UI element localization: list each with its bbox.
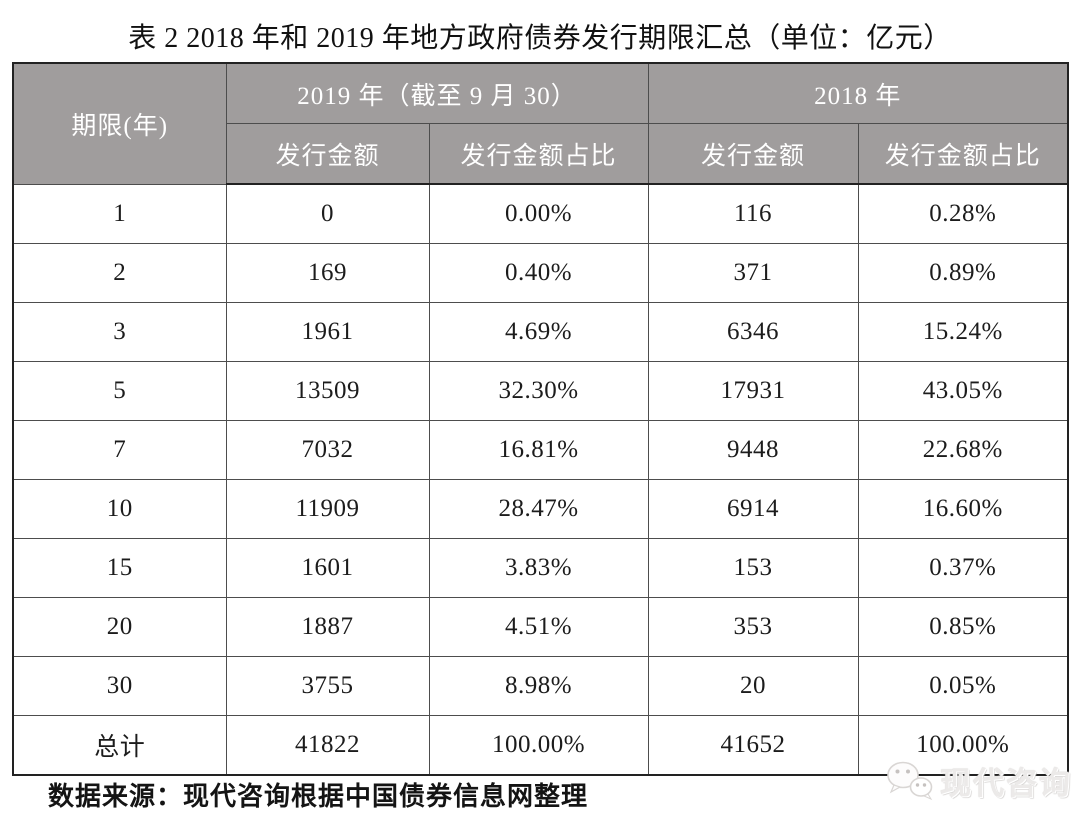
- cell-2018-amount: 371: [647, 243, 859, 303]
- header-group-2018: 2018 年: [647, 62, 1069, 124]
- cell-2019-pct: 4.51%: [428, 597, 649, 657]
- header-term: 期限(年): [12, 62, 227, 185]
- cell-2018-amount: 6914: [647, 479, 859, 539]
- cell-2018-pct: 100.00%: [857, 715, 1069, 776]
- table-row: 7 7032 16.81% 9448 22.68%: [12, 420, 1069, 480]
- table-row: 3 1961 4.69% 6346 15.24%: [12, 302, 1069, 362]
- cell-term: 总计: [12, 715, 227, 776]
- table-row: 10 11909 28.47% 6914 16.60%: [12, 479, 1069, 539]
- cell-2019-amount: 1601: [225, 538, 430, 598]
- cell-2018-amount: 116: [647, 183, 859, 244]
- cell-2018-pct: 22.68%: [857, 420, 1069, 480]
- header-sub-row: 发行金额 发行金额占比 发行金额 发行金额占比: [13, 123, 1069, 185]
- cell-2019-pct: 3.83%: [428, 538, 649, 598]
- cell-2018-amount: 353: [647, 597, 859, 657]
- cell-2019-amount: 11909: [225, 479, 430, 539]
- cell-2018-pct: 0.85%: [857, 597, 1069, 657]
- header-2019-pct: 发行金额占比: [428, 123, 649, 185]
- data-source-note: 数据来源：现代咨询根据中国债券信息网整理: [48, 782, 589, 811]
- cell-2019-amount: 7032: [225, 420, 430, 480]
- cell-term: 30: [12, 656, 227, 716]
- cell-term: 10: [12, 479, 227, 539]
- cell-2018-pct: 0.05%: [857, 656, 1069, 716]
- cell-term: 20: [12, 597, 227, 657]
- cell-2018-pct: 0.28%: [857, 183, 1069, 244]
- cell-2019-amount: 41822: [225, 715, 430, 776]
- cell-2018-amount: 41652: [647, 715, 859, 776]
- header-2018-pct: 发行金额占比: [857, 123, 1069, 185]
- cell-2019-pct: 100.00%: [428, 715, 649, 776]
- cell-2018-amount: 17931: [647, 361, 859, 421]
- cell-term: 7: [12, 420, 227, 480]
- table-row: 2 169 0.40% 371 0.89%: [12, 243, 1069, 303]
- cell-term: 2: [12, 243, 227, 303]
- cell-2018-pct: 16.60%: [857, 479, 1069, 539]
- cell-2019-pct: 0.40%: [428, 243, 649, 303]
- cell-2019-amount: 1887: [225, 597, 430, 657]
- header-2019-amount: 发行金额: [225, 123, 430, 185]
- table-row: 30 3755 8.98% 20 0.05%: [12, 656, 1069, 716]
- cell-2019-pct: 8.98%: [428, 656, 649, 716]
- table-title: 表 2 2018 年和 2019 年地方政府债券发行期限汇总（单位：亿元）: [128, 23, 952, 54]
- cell-2018-pct: 43.05%: [857, 361, 1069, 421]
- cell-2019-amount: 13509: [225, 361, 430, 421]
- header-group-row: 期限(年) 2019 年（截至 9 月 30） 2018 年: [12, 62, 1069, 185]
- cell-2019-pct: 28.47%: [428, 479, 649, 539]
- header-2018-amount: 发行金额: [647, 123, 859, 185]
- cell-term: 5: [12, 361, 227, 421]
- cell-2019-amount: 3755: [225, 656, 430, 716]
- table-row-total: 总计 41822 100.00% 41652 100.00%: [12, 715, 1069, 776]
- cell-2018-amount: 20: [647, 656, 859, 716]
- cell-2018-pct: 0.37%: [857, 538, 1069, 598]
- cell-2019-amount: 0: [225, 183, 430, 244]
- cell-term: 15: [12, 538, 227, 598]
- table-row: 5 13509 32.30% 17931 43.05%: [12, 361, 1069, 421]
- header-group-2019: 2019 年（截至 9 月 30）: [225, 62, 649, 124]
- cell-2019-amount: 169: [225, 243, 430, 303]
- cell-2019-pct: 16.81%: [428, 420, 649, 480]
- cell-2019-amount: 1961: [225, 302, 430, 362]
- cell-2018-amount: 9448: [647, 420, 859, 480]
- cell-2018-pct: 15.24%: [857, 302, 1069, 362]
- cell-2019-pct: 4.69%: [428, 302, 649, 362]
- cell-term: 3: [12, 302, 227, 362]
- cell-2018-amount: 6346: [647, 302, 859, 362]
- cell-term: 1: [12, 183, 227, 244]
- table-row: 1 0 0.00% 116 0.28%: [12, 183, 1069, 244]
- table-row: 15 1601 3.83% 153 0.37%: [12, 538, 1069, 598]
- cell-2018-pct: 0.89%: [857, 243, 1069, 303]
- bond-term-table: 期限(年) 2019 年（截至 9 月 30） 2018 年 发行金额 发行金额…: [12, 62, 1070, 776]
- table-row: 20 1887 4.51% 353 0.85%: [12, 597, 1069, 657]
- cell-2019-pct: 32.30%: [428, 361, 649, 421]
- cell-2019-pct: 0.00%: [428, 183, 649, 244]
- cell-2018-amount: 153: [647, 538, 859, 598]
